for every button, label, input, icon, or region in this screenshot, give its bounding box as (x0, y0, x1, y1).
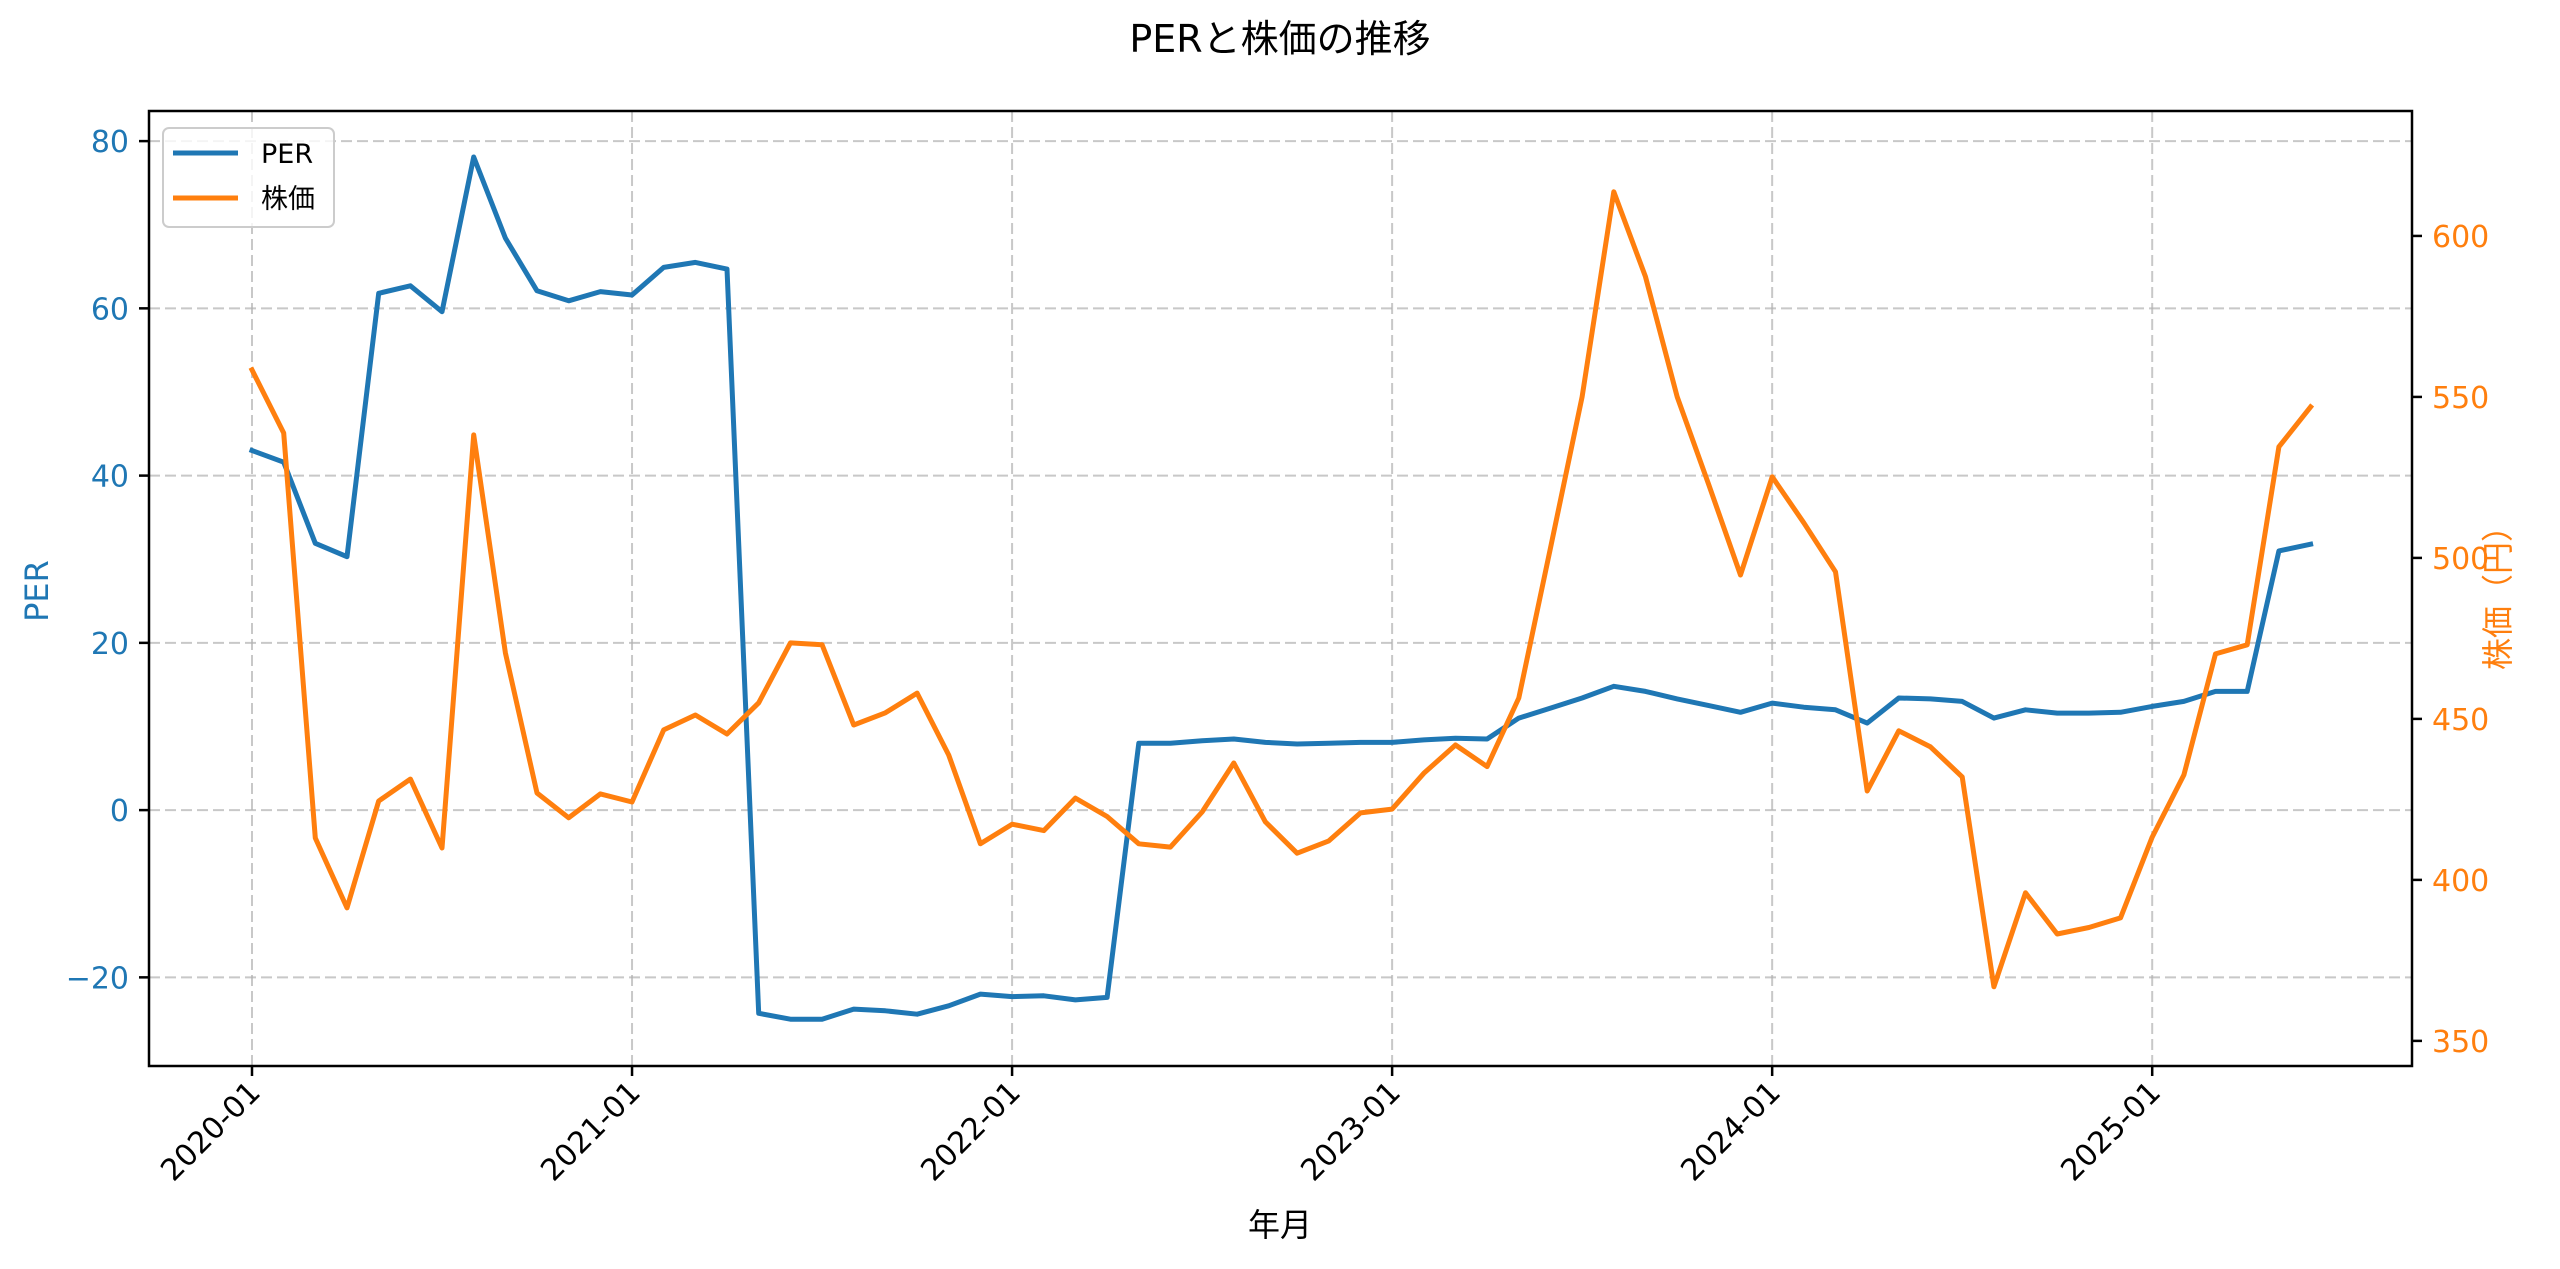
x-tick-label: 2025-01 (2054, 1075, 2167, 1188)
y-tick-label-right: 500 (2432, 542, 2489, 577)
x-tick-label: 2022-01 (914, 1075, 1027, 1188)
y-tick-label-left: 80 (91, 125, 129, 160)
legend-label-price: 株価 (261, 184, 315, 215)
price-line (248, 189, 2315, 990)
y-tick-label-right: 350 (2432, 1025, 2489, 1060)
x-axis-label: 年月 (1248, 1206, 1312, 1244)
x-tick-label: 2020-01 (154, 1075, 267, 1188)
y-tick-label-left: 0 (110, 794, 129, 829)
legend: PER 株価 (162, 127, 335, 228)
chart-title: PERと株価の推移 (1129, 17, 1430, 61)
y-tick-label-right: 450 (2432, 703, 2489, 738)
grid (149, 111, 2412, 1066)
y-tick-label-left: −20 (66, 961, 129, 996)
y-axis-right: 350 400 450 500 550 600 (2412, 220, 2489, 1060)
plot-frame (147, 109, 2414, 1068)
y-tick-label-right: 400 (2432, 864, 2489, 899)
y-axis-left-label: PER (18, 560, 56, 622)
y-tick-label-right: 550 (2432, 381, 2489, 416)
legend-label-per: PER (261, 139, 313, 170)
y-axis-left: −20 0 20 40 60 80 (66, 125, 149, 996)
y-tick-label-left: 20 (91, 627, 129, 662)
x-tick-label: 2023-01 (1294, 1075, 1407, 1188)
plot-lines (248, 154, 2315, 1022)
y-axis-right-label: 株価（円） (2479, 510, 2517, 670)
per-line (248, 154, 2314, 1022)
y-tick-label-right: 600 (2432, 220, 2489, 255)
x-tick-label: 2021-01 (534, 1075, 647, 1188)
y-tick-label-left: 40 (91, 460, 129, 495)
x-axis: 2020-01 2021-01 2022-01 2023-01 2024-01 2025-… (154, 1066, 2168, 1188)
y-tick-label-left: 60 (91, 292, 129, 327)
x-tick-label: 2024-01 (1674, 1075, 1787, 1188)
